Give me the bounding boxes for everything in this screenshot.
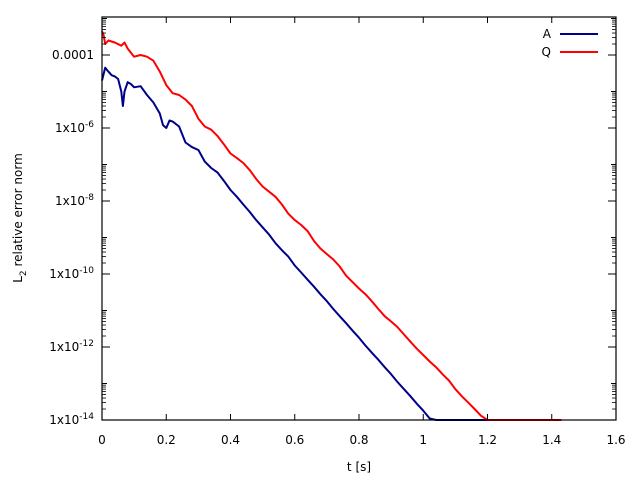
y-tick-label: 1x10-8 (55, 193, 94, 208)
x-axis-ticks: 0 0.2 0.4 0.6 0.8 1 1.2 1.4 1.6 (98, 17, 626, 447)
legend-label-a: A (543, 27, 552, 41)
plot-frame (101, 16, 617, 421)
legend: A Q (542, 27, 598, 59)
y-tick-label: 1x10-14 (49, 412, 94, 427)
x-axis-label: t [s] (347, 460, 371, 474)
x-tick-label: 1 (419, 433, 427, 447)
y-axis-ticks: 0.0001 1x10-6 1x10-8 1x10-10 1x10-12 1x10-14 (49, 18, 616, 427)
x-tick-label: 1.2 (478, 433, 497, 447)
x-tick-label: 0.6 (285, 433, 304, 447)
x-tick-label: 1.6 (606, 433, 625, 447)
y-tick-label: 1x10-6 (55, 120, 94, 135)
y-tick-label: 1x10-10 (49, 266, 94, 281)
x-tick-label: 0.8 (349, 433, 368, 447)
x-tick-label: 1.4 (542, 433, 561, 447)
y-tick-label: 1x10-12 (49, 339, 94, 354)
x-tick-label: 0 (98, 433, 106, 447)
y-axis-label: L2 relative error norm (11, 153, 29, 283)
legend-label-q: Q (542, 45, 551, 59)
x-tick-label: 0.2 (157, 433, 176, 447)
y-tick-label: 0.0001 (52, 48, 94, 62)
series-line-q (101, 30, 562, 421)
x-tick-label: 0.4 (221, 433, 240, 447)
